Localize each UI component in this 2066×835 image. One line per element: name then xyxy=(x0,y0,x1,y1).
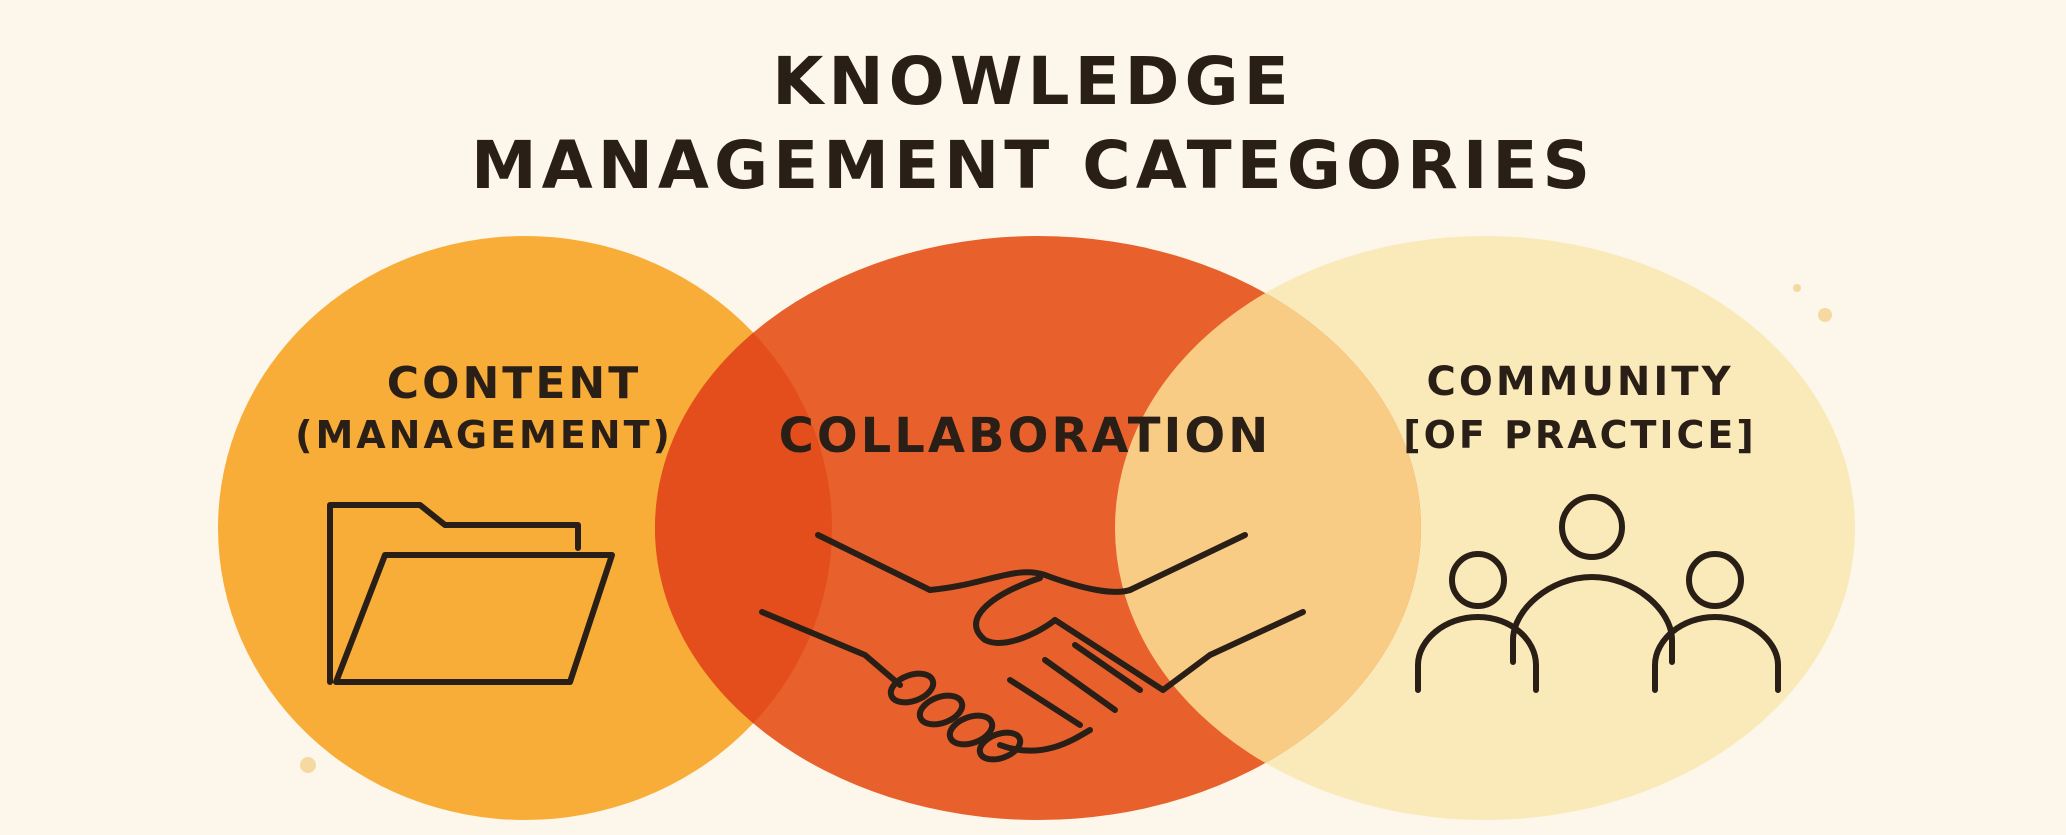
people-group-icon xyxy=(1415,494,1781,693)
decor-dot xyxy=(1793,284,1801,292)
community-label: COMMUNITY xyxy=(1426,359,1733,405)
content-label: CONTENT xyxy=(387,358,641,409)
handshake-icon xyxy=(759,532,1306,763)
decor-dot xyxy=(300,757,316,773)
title-line-1: KNOWLEDGE xyxy=(772,43,1293,120)
community-sublabel: [OF PRACTICE] xyxy=(1403,413,1757,457)
collaboration-label: COLLABORATION xyxy=(779,408,1272,464)
folder-icon xyxy=(327,502,615,685)
title-line-2: MANAGEMENT CATEGORIES xyxy=(471,127,1595,204)
content-sublabel: (MANAGEMENT) xyxy=(295,413,673,457)
overlap-collaboration-community xyxy=(1115,236,1421,820)
decor-dot xyxy=(1818,308,1832,322)
